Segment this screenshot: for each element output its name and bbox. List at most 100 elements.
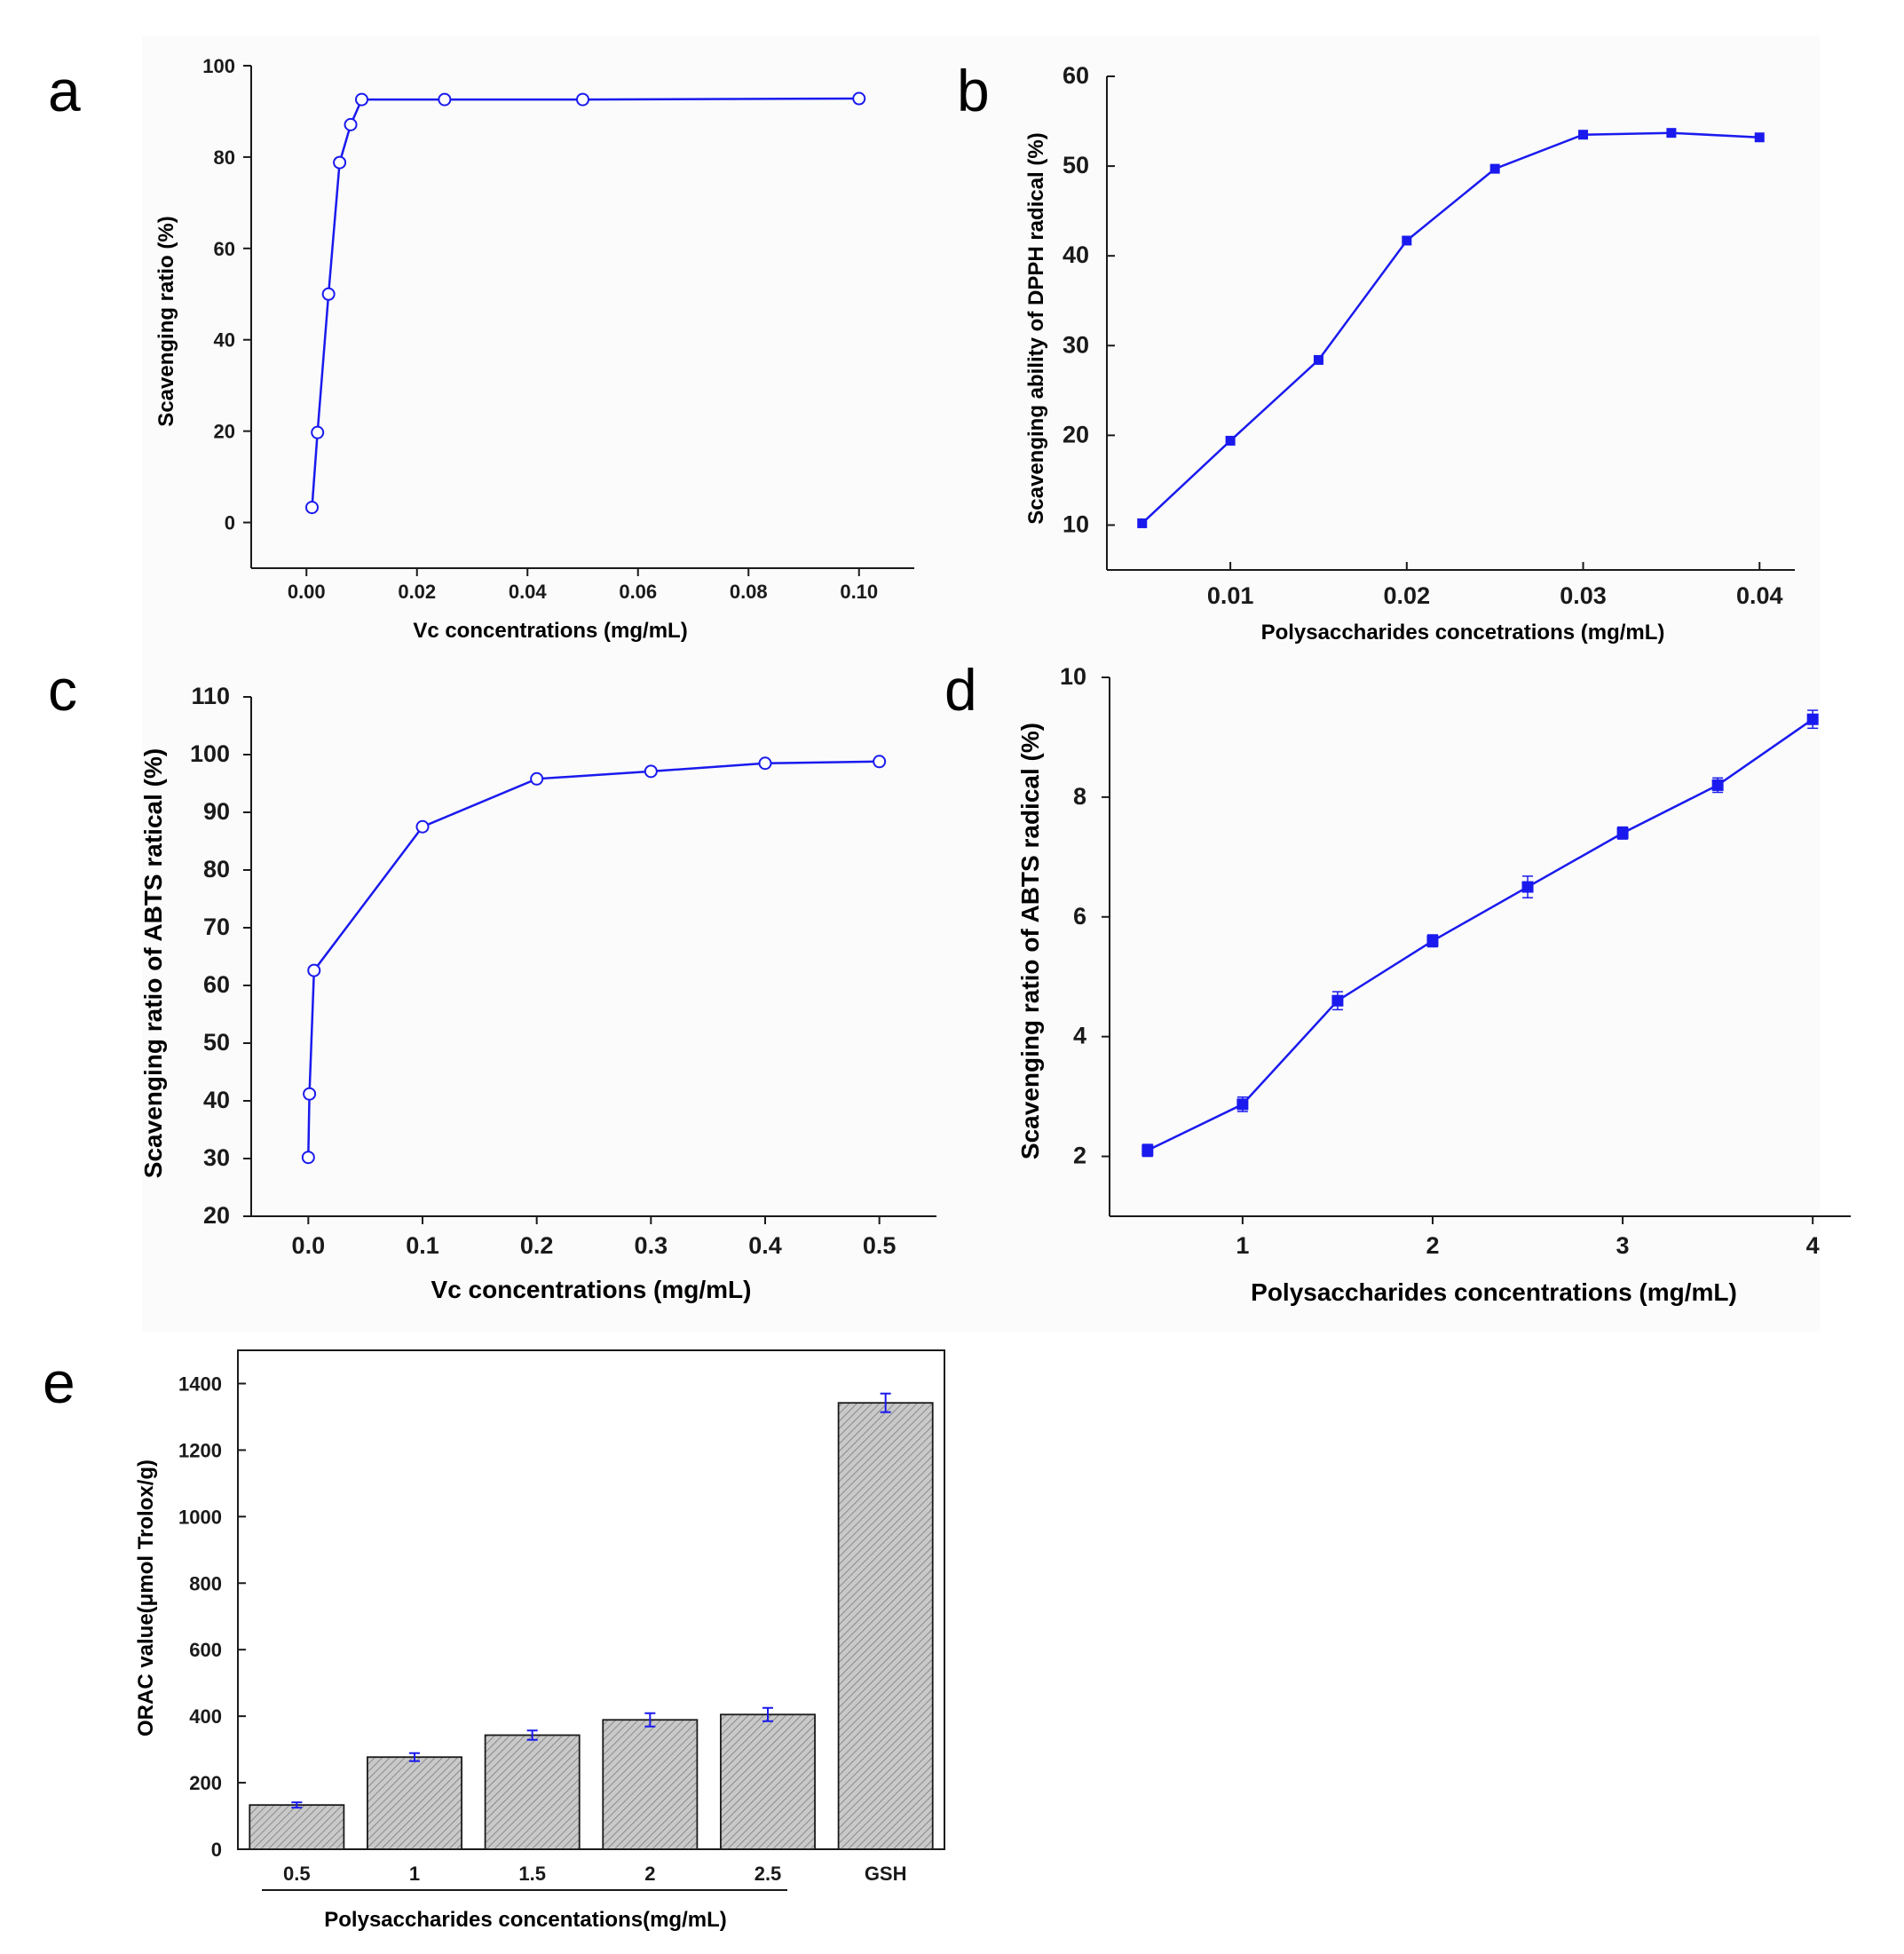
- panel-e-ylabel: ORAC value(μmol Trolox/g): [134, 1460, 158, 1736]
- panel-e-ytick-label: 400: [189, 1705, 222, 1728]
- panel-b-xlabel: Polysaccharides concetrations (mg/mL): [1261, 621, 1665, 645]
- panel-e-bar: [837, 1402, 934, 1850]
- panel-d-xtick-label: 1: [1236, 1232, 1249, 1259]
- panel-c: c Vc concentrations (mg/mL) Scavenging r…: [48, 657, 936, 1303]
- panel-c-ytick-label: 100: [190, 740, 230, 767]
- panel-a-data-point: [311, 425, 325, 439]
- panel-e-bar: [249, 1804, 345, 1850]
- panel-c-xtick-label: 0.1: [406, 1232, 439, 1259]
- panel-e-ytick-label: 0: [211, 1839, 222, 1861]
- panel-b-data-point: [1489, 163, 1500, 174]
- panel-c-ytick-label: 40: [203, 1087, 230, 1113]
- panel-a-ytick-label: 40: [214, 329, 235, 352]
- panel-a-ytick-label: 0: [225, 512, 235, 534]
- panel-d-data-point: [1426, 935, 1439, 947]
- panel-e-category-label: 2: [644, 1863, 655, 1885]
- panel-a-data-point: [304, 501, 319, 515]
- panel-a-data-point: [852, 91, 866, 106]
- panel-e-ytick-label: 800: [189, 1572, 222, 1594]
- panel-c-ytick-label: 110: [191, 683, 230, 709]
- panel-a-ylabel: Scavenging ratio (%): [154, 216, 178, 426]
- panel-e: e Polysaccharides concentations(mg/mL) O…: [43, 1349, 945, 1932]
- panel-b-data-point: [1578, 130, 1589, 140]
- panel-d-ytick-label: 4: [1073, 1023, 1086, 1049]
- panel-b-ytick-label: 10: [1063, 510, 1089, 537]
- panel-b-series-line: [1141, 131, 1760, 525]
- panel-c-ytick-label: 80: [203, 856, 230, 882]
- panel-e-bar: [367, 1756, 462, 1850]
- panel-e-bar: [602, 1719, 699, 1850]
- panel-a-data-point: [355, 92, 368, 107]
- panel-c-data-point: [758, 756, 772, 771]
- panel-e-letter: e: [43, 1349, 75, 1415]
- panel-e-ytick-label: 1400: [178, 1373, 222, 1395]
- panel-e-ytick-label: 1000: [178, 1506, 222, 1528]
- panel-e-category-label: 1.5: [518, 1863, 546, 1885]
- panel-d-xtick-label: 2: [1426, 1232, 1439, 1259]
- panel-b-ytick-label: 20: [1063, 421, 1089, 447]
- panel-c-xtick-label: 0.3: [635, 1232, 668, 1259]
- panel-e-category-label: 0.5: [283, 1863, 311, 1885]
- panel-c-xlabel: Vc concentrations (mg/mL): [431, 1276, 752, 1303]
- panel-d-data-point: [1236, 1098, 1249, 1111]
- panel-b-xtick-label: 0.01: [1207, 582, 1254, 609]
- panel-a-ytick-label: 100: [202, 55, 235, 77]
- panel-c-xtick-label: 0.2: [520, 1232, 554, 1259]
- panel-e-plot-frame: [237, 1349, 945, 1850]
- panel-d-data-point: [1616, 827, 1629, 839]
- panel-a-xtick-label: 0.10: [840, 581, 878, 603]
- panel-c-ytick-label: 50: [203, 1029, 230, 1056]
- panel-d-data-point: [1521, 881, 1534, 893]
- panel-c-data-point: [307, 963, 321, 977]
- panel-d-data-point: [1142, 1144, 1154, 1157]
- panel-c-xtick-label: 0.0: [292, 1232, 326, 1259]
- panel-background: [142, 36, 1820, 1332]
- panel-c-ytick-label: 90: [203, 798, 230, 825]
- panel-a-data-point: [321, 287, 336, 301]
- panel-c-series-line: [307, 760, 880, 1158]
- panel-b-ytick-label: 60: [1063, 62, 1089, 89]
- panel-b-xtick-label: 0.03: [1560, 582, 1607, 609]
- panel-b-data-point: [1137, 518, 1148, 528]
- panel-b-ylabel: Scavenging ability of DPPH radical (%): [1024, 132, 1048, 524]
- panel-d-ytick-label: 8: [1073, 783, 1086, 810]
- panel-e-category-label: 1: [409, 1863, 420, 1885]
- panel-b-ytick-label: 50: [1063, 152, 1089, 178]
- panel-e-ytick-label: 600: [189, 1639, 222, 1661]
- panel-c-data-point: [415, 819, 430, 834]
- panel-a-data-point: [344, 117, 358, 131]
- panel-e-bar: [720, 1713, 816, 1850]
- panel-b-data-point: [1313, 354, 1323, 365]
- panel-b-ytick-label: 30: [1063, 331, 1089, 358]
- panel-c-data-point: [530, 771, 544, 786]
- panel-e-category-label: GSH: [865, 1863, 907, 1885]
- panel-b-xtick-label: 0.04: [1736, 582, 1783, 609]
- panel-d-data-point: [1331, 994, 1344, 1007]
- panel-a-ytick-label: 20: [214, 421, 235, 443]
- panel-a-ytick-label: 80: [214, 146, 235, 169]
- panel-b: b Polysaccharides concetrations (mg/mL) …: [957, 58, 1795, 645]
- panel-d-letter: d: [944, 657, 977, 723]
- panel-d-data-point: [1711, 779, 1724, 791]
- panel-d-ytick-label: 2: [1073, 1143, 1086, 1169]
- panel-d: d Polysaccharides concentrations (mg/mL)…: [944, 657, 1851, 1306]
- panel-b-data-point: [1402, 235, 1412, 246]
- panel-d-series-line: [1147, 718, 1813, 1151]
- panel-b-data-point: [1666, 128, 1677, 138]
- panel-c-xtick-label: 0.4: [748, 1232, 782, 1259]
- panel-a-xlabel: Vc concentrations (mg/mL): [413, 619, 687, 643]
- panel-a-data-point: [333, 155, 347, 170]
- panel-a-xtick-label: 0.06: [619, 581, 657, 603]
- panel-a: a Vc concentrations (mg/mL) Scavenging r…: [48, 55, 914, 643]
- panel-a-ytick-label: 60: [214, 238, 235, 260]
- panel-d-ytick-label: 6: [1073, 903, 1086, 930]
- panel-a-xtick-label: 0.02: [398, 581, 436, 603]
- panel-b-data-point: [1225, 435, 1236, 446]
- panel-c-xtick-label: 0.5: [863, 1232, 897, 1259]
- panel-c-data-point: [873, 755, 887, 769]
- panel-d-xtick-label: 3: [1616, 1232, 1630, 1259]
- panel-b-data-point: [1754, 132, 1765, 143]
- panel-a-xtick-label: 0.00: [288, 581, 326, 603]
- panel-c-ytick-label: 60: [203, 971, 230, 998]
